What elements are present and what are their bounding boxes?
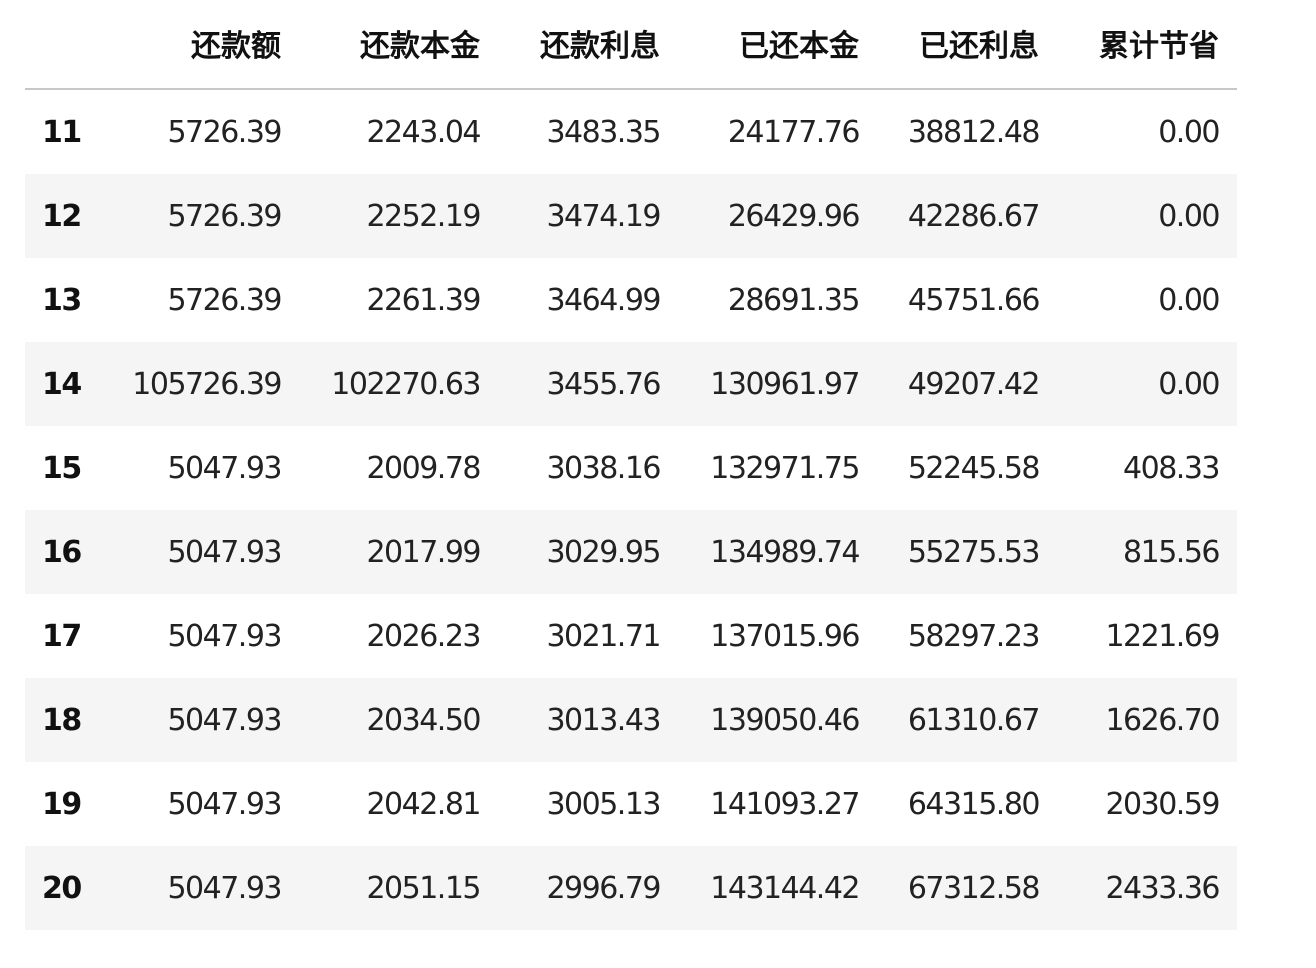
table-row: 12 5726.39 2252.19 3474.19 26429.96 42286.67 0… [25, 174, 1237, 258]
table-cell: 2026.23 [366, 618, 481, 654]
table-cell: 815.56 [1123, 534, 1220, 570]
table-cell: 134989.74 [710, 534, 860, 570]
table-cell: 2051.15 [366, 870, 481, 906]
table-cell: 45751.66 [907, 282, 1041, 318]
table-cell: 132971.75 [710, 450, 860, 486]
table-row: 17 5047.93 2026.23 3021.71 137015.96 58297.23… [25, 594, 1237, 678]
table-cell: 42286.67 [907, 198, 1041, 234]
table-cell: 26429.96 [727, 198, 861, 234]
table-cell: 3474.19 [546, 198, 661, 234]
table-row: 20 5047.93 2051.15 2996.79 143144.42 67312.58… [25, 846, 1237, 930]
column-header: 还款利息 [498, 0, 678, 90]
table-cell: 143144.42 [710, 870, 860, 906]
row-index: 19 [42, 786, 82, 822]
dataframe-table: 还款额 还款本金 还款利息 已还本金 已还利息 累计节省 11 5726.39 2243.04… [25, 0, 1237, 930]
table-cell: 130961.97 [710, 366, 860, 402]
table-cell: 5047.93 [167, 534, 282, 570]
table-header: 还款额 还款本金 还款利息 已还本金 已还利息 累计节省 [25, 0, 1237, 90]
table-cell: 2030.59 [1105, 786, 1220, 822]
table-cell: 3005.13 [546, 786, 661, 822]
table-cell: 3483.35 [546, 114, 661, 150]
table-cell: 5726.39 [167, 114, 282, 150]
table-cell: 0.00 [1158, 282, 1220, 318]
table-cell: 2996.79 [546, 870, 661, 906]
index-header [25, 0, 100, 90]
table-cell: 3013.43 [546, 702, 661, 738]
table-cell: 105726.39 [132, 366, 282, 402]
table-cell: 3029.95 [546, 534, 661, 570]
row-index: 18 [42, 702, 82, 738]
table-cell: 5047.93 [167, 786, 282, 822]
table-body: 11 5726.39 2243.04 3483.35 24177.76 38812.48 0… [25, 89, 1237, 930]
table-cell: 3455.76 [546, 366, 661, 402]
table-cell: 141093.27 [710, 786, 860, 822]
table-cell: 64315.80 [907, 786, 1041, 822]
table-cell: 61310.67 [907, 702, 1041, 738]
table-cell: 2009.78 [366, 450, 481, 486]
table-cell: 139050.46 [710, 702, 860, 738]
column-header: 还款本金 [299, 0, 498, 90]
table-cell: 3038.16 [546, 450, 661, 486]
column-header: 已还本金 [678, 0, 877, 90]
table-cell: 0.00 [1158, 198, 1220, 234]
table-cell: 49207.42 [907, 366, 1041, 402]
table-row: 13 5726.39 2261.39 3464.99 28691.35 45751.66 0… [25, 258, 1237, 342]
table-cell: 1221.69 [1105, 618, 1220, 654]
table-cell: 5726.39 [167, 198, 282, 234]
table-cell: 2433.36 [1105, 870, 1220, 906]
table-row: 18 5047.93 2034.50 3013.43 139050.46 61310.67… [25, 678, 1237, 762]
table-cell: 2261.39 [366, 282, 481, 318]
table-cell: 137015.96 [710, 618, 860, 654]
table-cell: 5047.93 [167, 870, 282, 906]
column-header: 还款额 [100, 0, 299, 90]
table-cell: 2017.99 [366, 534, 481, 570]
table-cell: 3464.99 [546, 282, 661, 318]
table-cell: 0.00 [1158, 114, 1220, 150]
row-index: 11 [42, 114, 82, 150]
table-row: 16 5047.93 2017.99 3029.95 134989.74 55275.53… [25, 510, 1237, 594]
table-cell: 67312.58 [907, 870, 1041, 906]
table-row: 19 5047.93 2042.81 3005.13 141093.27 64315.80… [25, 762, 1237, 846]
table-row: 14 105726.39 102270.63 3455.76 130961.97 4920… [25, 342, 1237, 426]
column-header: 累计节省 [1057, 0, 1237, 90]
table-cell: 2042.81 [366, 786, 481, 822]
table-cell: 1626.70 [1105, 702, 1220, 738]
table-cell: 24177.76 [727, 114, 861, 150]
table-row: 11 5726.39 2243.04 3483.35 24177.76 38812.48 0… [25, 89, 1237, 174]
table-cell: 52245.58 [907, 450, 1041, 486]
table-cell: 5047.93 [167, 702, 282, 738]
table-cell: 58297.23 [907, 618, 1041, 654]
table-cell: 102270.63 [331, 366, 481, 402]
table-cell: 55275.53 [907, 534, 1041, 570]
table-cell: 5726.39 [167, 282, 282, 318]
table-cell: 408.33 [1123, 450, 1220, 486]
table-cell: 0.00 [1158, 366, 1220, 402]
column-header: 已还利息 [877, 0, 1057, 90]
table-cell: 2252.19 [366, 198, 481, 234]
row-index: 20 [42, 870, 82, 906]
row-index: 14 [42, 366, 82, 402]
table-row: 15 5047.93 2009.78 3038.16 132971.75 52245.58… [25, 426, 1237, 510]
table-cell: 2243.04 [366, 114, 481, 150]
row-index: 13 [42, 282, 82, 318]
table-cell: 2034.50 [366, 702, 481, 738]
table-cell: 28691.35 [727, 282, 861, 318]
table-cell: 3021.71 [546, 618, 661, 654]
row-index: 15 [42, 450, 82, 486]
row-index: 12 [42, 198, 82, 234]
table-cell: 38812.48 [907, 114, 1041, 150]
row-index: 17 [42, 618, 82, 654]
table-cell: 5047.93 [167, 450, 282, 486]
row-index: 16 [42, 534, 82, 570]
table-cell: 5047.93 [167, 618, 282, 654]
